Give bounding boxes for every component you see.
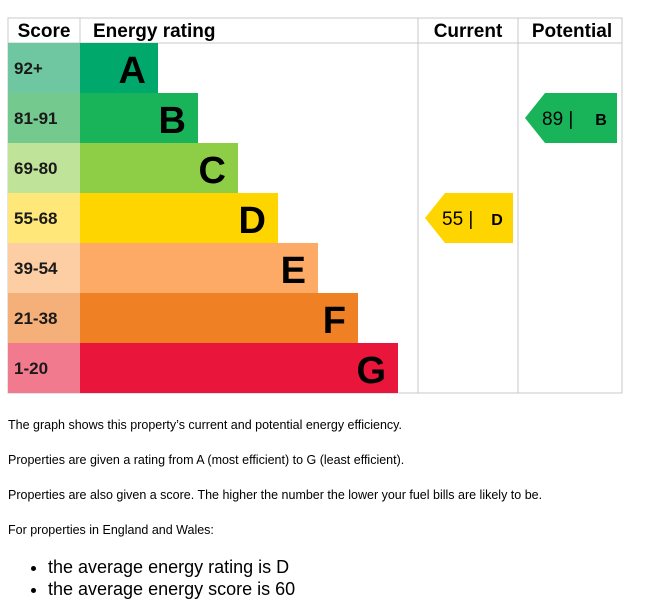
rating-bands: 92+ A 81-91 B 69-80 C 55-68 D 39-54 E 21-38 F 1-20 G <box>8 43 398 393</box>
energy-rating-chart: Score Energy rating Current Potential 92+ A 8… <box>7 17 623 394</box>
rating-letter-d: D <box>239 200 266 242</box>
score-cell-f <box>8 293 80 343</box>
rating-bar-a <box>80 43 158 93</box>
rating-bar-e <box>80 243 318 293</box>
score-cell-c <box>8 143 80 193</box>
list-item-average-rating: the average energy rating is D <box>48 556 295 578</box>
score-cell-a <box>8 43 80 93</box>
rating-bar-c <box>80 143 238 193</box>
score-label-a: 92+ <box>14 59 43 78</box>
description-line-2: Properties are given a rating from A (mo… <box>8 453 405 467</box>
potential-rating-arrow <box>525 93 617 143</box>
rating-markers: 55 | D 89 | B <box>425 93 617 243</box>
score-label-c: 69-80 <box>14 159 57 178</box>
rating-letter-a: A <box>119 50 146 92</box>
score-label-d: 55-68 <box>14 209 57 228</box>
rating-bar-d <box>80 193 278 243</box>
average-list: the average energy rating is D the avera… <box>20 556 295 600</box>
score-cell-e <box>8 243 80 293</box>
description-line-1: The graph shows this property’s current … <box>8 418 402 432</box>
header-current: Current <box>434 21 503 42</box>
rating-letter-c: C <box>199 150 226 192</box>
score-label-f: 21-38 <box>14 309 57 328</box>
current-rating-letter: D <box>491 212 503 229</box>
score-cell-b <box>8 93 80 143</box>
rating-bar-g <box>80 343 398 393</box>
header-potential: Potential <box>532 21 612 42</box>
score-label-g: 1-20 <box>14 359 48 378</box>
description-line-3: Properties are also given a score. The h… <box>8 488 543 502</box>
rating-letter-f: F <box>323 300 346 342</box>
rating-letter-e: E <box>281 250 306 292</box>
chart-headers: Score Energy rating Current Potential <box>18 21 613 42</box>
current-rating-score: 55 | <box>442 209 473 230</box>
list-item-average-score: the average energy score is 60 <box>48 578 295 600</box>
current-rating-arrow <box>425 193 513 243</box>
score-cell-d <box>8 193 80 243</box>
header-energy-rating: Energy rating <box>93 21 215 42</box>
score-label-b: 81-91 <box>14 109 57 128</box>
potential-rating-score: 89 | <box>542 109 573 130</box>
rating-bar-b <box>80 93 198 143</box>
score-cell-g <box>8 343 80 393</box>
rating-letter-g: G <box>356 350 386 392</box>
rating-letter-b: B <box>159 100 186 142</box>
score-label-e: 39-54 <box>14 259 58 278</box>
potential-rating-letter: B <box>595 112 607 129</box>
header-score: Score <box>18 21 71 42</box>
description-line-4: For properties in England and Wales: <box>8 523 214 537</box>
rating-bar-f <box>80 293 358 343</box>
